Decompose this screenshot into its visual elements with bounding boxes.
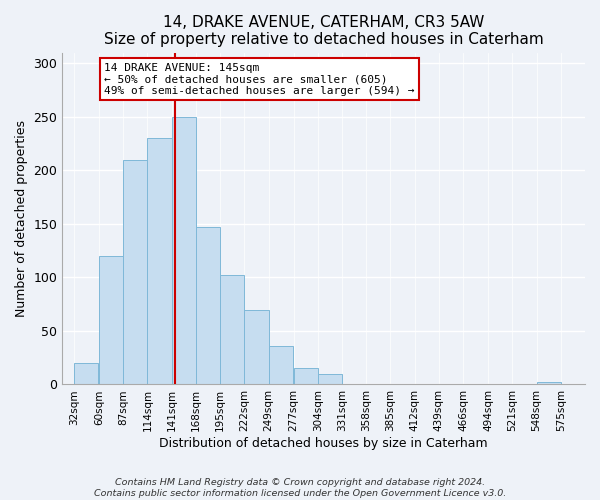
Bar (172, 117, 196, 384)
Title: 14, DRAKE AVENUE, CATERHAM, CR3 5AW
Size of property relative to detached houses: 14, DRAKE AVENUE, CATERHAM, CR3 5AW Size… (104, 15, 544, 48)
Bar (269, 346, 293, 385)
Text: Contains HM Land Registry data © Crown copyright and database right 2024.
Contai: Contains HM Land Registry data © Crown c… (94, 478, 506, 498)
Text: 14 DRAKE AVENUE: 145sqm
← 50% of detached houses are smaller (605)
49% of semi-d: 14 DRAKE AVENUE: 145sqm ← 50% of detache… (104, 62, 415, 96)
Y-axis label: Number of detached properties: Number of detached properties (15, 120, 28, 317)
Bar (196, 227, 220, 384)
Bar (123, 160, 148, 384)
Bar (220, 276, 244, 384)
Bar (293, 368, 318, 384)
Bar (74, 363, 98, 384)
Bar (318, 374, 342, 384)
Bar (536, 382, 561, 384)
X-axis label: Distribution of detached houses by size in Caterham: Distribution of detached houses by size … (160, 437, 488, 450)
Bar (244, 310, 269, 384)
Bar (99, 256, 123, 384)
Bar (148, 138, 172, 384)
